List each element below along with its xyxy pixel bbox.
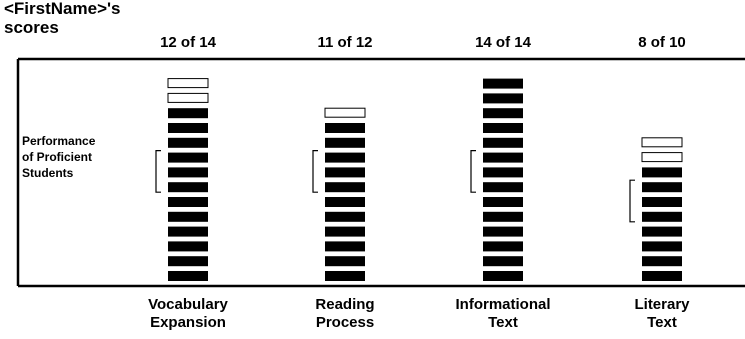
category-literary-text: Literary Text: [634, 296, 689, 332]
earned-point-block: [325, 137, 365, 148]
earned-point-block: [642, 197, 682, 207]
earned-point-block: [325, 182, 365, 193]
category-vocabulary-expansion: Vocabulary Expansion: [148, 296, 228, 332]
earned-point-block: [483, 78, 523, 89]
proficient-label-line3: Students: [22, 166, 74, 180]
missed-point-block: [641, 152, 683, 163]
score-literary-text: 8 of 10: [638, 34, 686, 51]
earned-point-block: [483, 271, 523, 281]
earned-point-block: [483, 241, 523, 252]
category-line2: Process: [315, 314, 375, 331]
earned-point-block: [325, 197, 365, 207]
score-reading-process: 11 of 12: [317, 34, 373, 51]
earned-point-block: [642, 182, 682, 193]
earned-point-block: [483, 197, 523, 207]
earned-point-block: [325, 152, 365, 163]
earned-point-block: [642, 241, 682, 252]
missed-point-block: [324, 107, 366, 118]
earned-point-block: [642, 271, 682, 281]
earned-point-block: [483, 137, 523, 148]
earned-point-block: [168, 123, 208, 133]
earned-point-block: [642, 167, 682, 178]
earned-point-block: [168, 256, 208, 267]
earned-point-block: [483, 167, 523, 178]
earned-point-block: [325, 241, 365, 252]
earned-point-block: [642, 256, 682, 267]
earned-point-block: [168, 167, 208, 178]
earned-point-block: [483, 93, 523, 104]
earned-point-block: [483, 211, 523, 222]
proficient-range-bracket: [155, 150, 161, 193]
category-reading-process: Reading Process: [315, 296, 374, 332]
proficient-label-line1: Performance: [22, 134, 96, 148]
earned-point-block: [168, 108, 208, 119]
missed-point-block: [167, 78, 209, 89]
proficient-performance-label: Performance of Proficient Students: [22, 133, 95, 181]
category-line2: Expansion: [150, 314, 226, 331]
earned-point-block: [325, 256, 365, 267]
earned-point-block: [168, 241, 208, 252]
earned-point-block: [168, 197, 208, 207]
earned-point-block: [325, 167, 365, 178]
category-line2: Text: [488, 314, 518, 331]
category-line1: Informational: [455, 296, 551, 313]
earned-point-block: [168, 152, 208, 163]
proficient-range-bracket: [470, 150, 476, 193]
earned-point-block: [642, 226, 682, 237]
earned-point-block: [168, 182, 208, 193]
earned-point-block: [483, 226, 523, 237]
missed-point-block: [641, 137, 683, 148]
category-line1: Vocabulary: [148, 296, 228, 313]
earned-point-block: [483, 256, 523, 267]
score-informational-text: 14 of 14: [475, 34, 531, 51]
earned-point-block: [483, 123, 523, 133]
earned-point-block: [168, 226, 208, 237]
earned-point-block: [325, 271, 365, 281]
earned-point-block: [483, 108, 523, 119]
score-vocabulary-expansion: 12 of 14: [160, 34, 216, 51]
proficient-label-line2: of Proficient: [22, 150, 93, 164]
proficient-range-bracket: [629, 179, 635, 223]
earned-point-block: [483, 182, 523, 193]
category-line1: Reading: [315, 296, 375, 313]
category-informational-text: Informational Text: [455, 296, 550, 332]
earned-point-block: [168, 271, 208, 281]
earned-point-block: [168, 137, 208, 148]
category-line1: Literary: [634, 296, 690, 313]
scores-word: scores: [4, 18, 59, 37]
earned-point-block: [642, 211, 682, 222]
student-name: <FirstName>'s: [4, 0, 121, 18]
proficient-range-bracket: [312, 150, 318, 193]
earned-point-block: [325, 123, 365, 133]
student-scores-label: <FirstName>'s scores: [4, 0, 121, 37]
earned-point-block: [325, 211, 365, 222]
earned-point-block: [483, 152, 523, 163]
earned-point-block: [325, 226, 365, 237]
earned-point-block: [168, 211, 208, 222]
missed-point-block: [167, 92, 209, 103]
category-line2: Text: [647, 314, 677, 331]
